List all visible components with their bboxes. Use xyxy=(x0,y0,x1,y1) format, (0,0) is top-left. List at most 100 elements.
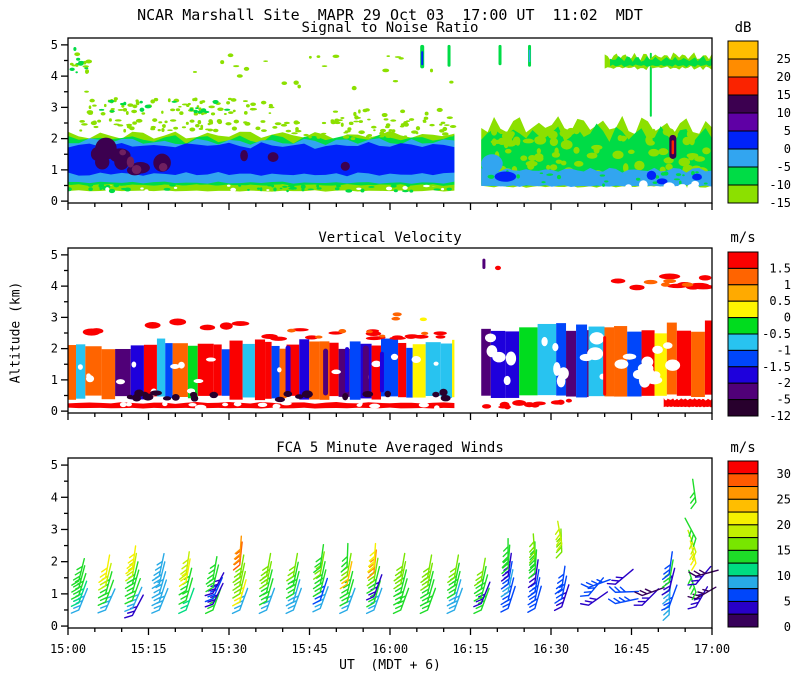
wind-barb xyxy=(312,577,329,605)
wind-barb xyxy=(579,577,605,597)
wind-barb xyxy=(473,581,491,608)
wind-barb xyxy=(634,586,665,597)
wind-barb xyxy=(633,588,660,606)
wind-barb xyxy=(689,478,697,510)
wind-barb xyxy=(178,551,190,581)
wind-barb xyxy=(232,541,243,571)
wind-barb xyxy=(473,557,486,587)
wind-barb xyxy=(528,533,536,564)
y-tick-label: 3 xyxy=(51,100,58,114)
unit-label-ms-winds: m/s xyxy=(730,440,756,456)
wind-barb xyxy=(684,517,697,547)
x-tick-label: 15:00 xyxy=(50,642,86,656)
wind-barb xyxy=(258,578,274,606)
wind-barb xyxy=(500,552,512,582)
wind-barb xyxy=(393,552,406,582)
wind-barb xyxy=(178,587,195,615)
wind-barb xyxy=(420,554,433,584)
wind-barb xyxy=(286,552,299,582)
wind-barb xyxy=(553,584,570,612)
colorbar-tick-label: 1 xyxy=(784,278,791,292)
y-tick-label: 4 xyxy=(51,69,58,83)
wind-barb xyxy=(151,587,169,614)
x-tick-label: 16:15 xyxy=(452,642,488,656)
wind-barbs xyxy=(70,478,719,621)
colorbar-tick-label: -10 xyxy=(769,178,791,192)
wind-barb xyxy=(366,557,379,587)
wind-barb xyxy=(419,579,435,607)
wind-barb xyxy=(340,542,349,573)
wind-barb xyxy=(259,552,272,582)
y-tick-label: 1 xyxy=(51,587,58,601)
figure-title: NCAR Marshall Site MAPR 29 Oct 03 17:00 … xyxy=(137,6,643,24)
wind-barb xyxy=(124,569,140,597)
colorbar-tick-label: -5 xyxy=(777,393,791,407)
panel-title-snr: Signal to Noise Ratio xyxy=(301,20,479,36)
colorbar-tick-label: 25 xyxy=(777,52,791,66)
wind-barb xyxy=(285,561,299,590)
wind-barb xyxy=(554,565,566,595)
wind-barb xyxy=(689,540,697,571)
wind-barb xyxy=(97,579,115,607)
winds-colorbar: 30 25 20 15 10 5 0 xyxy=(727,460,791,634)
colorbar-tick-label: 10 xyxy=(777,569,791,583)
wind-barb xyxy=(71,565,86,593)
wind-barb xyxy=(366,549,378,579)
wind-barb xyxy=(339,552,352,582)
colorbar-tick-label: 0 xyxy=(784,620,791,634)
colorbar-tick-label: 0.5 xyxy=(769,294,791,308)
wind-barb xyxy=(501,544,511,575)
wind-barb xyxy=(232,579,247,607)
wind-barb xyxy=(232,570,246,599)
y-tick-label: 0 xyxy=(51,404,58,418)
wind-barb xyxy=(232,535,243,566)
y-tick-label: 5 xyxy=(51,248,58,262)
wind-barb xyxy=(151,561,166,590)
wind-barb xyxy=(204,582,224,608)
wind-barb xyxy=(178,558,191,587)
colorbar-tick-label: 0 xyxy=(784,142,791,156)
y-tick-label: 2 xyxy=(51,555,58,569)
wind-barb xyxy=(312,586,329,613)
wind-barb xyxy=(607,596,639,605)
vv-colorbar: 1.5 1 0.5 0 -0.5 -1 -1.5 -2 -5 -12 xyxy=(727,251,791,423)
wind-barb xyxy=(151,552,165,582)
wind-barb xyxy=(500,560,513,590)
wind-barb xyxy=(393,578,408,606)
wind-barb xyxy=(446,562,460,591)
y-tick-label: 4 xyxy=(51,490,58,504)
colorbar-tick-label: 15 xyxy=(777,543,791,557)
wind-barb xyxy=(527,568,540,598)
wind-barb xyxy=(420,562,434,591)
wind-barb xyxy=(554,575,568,604)
wind-barb xyxy=(70,587,89,614)
wind-barb xyxy=(527,559,539,589)
colorbar-tick-label: 25 xyxy=(777,492,791,506)
x-tick-label: 15:30 xyxy=(211,642,247,656)
wind-barb xyxy=(419,587,437,615)
colorbar-tick-label: 15 xyxy=(777,88,791,102)
wind-barb xyxy=(98,562,112,591)
wind-barb xyxy=(528,549,538,579)
wind-barb xyxy=(285,579,301,607)
wind-barb xyxy=(366,580,381,608)
colorbar-tick-label: 20 xyxy=(777,70,791,84)
wind-barb xyxy=(97,588,116,614)
panel-title-winds: FCA 5 Minute Averaged Winds xyxy=(276,440,504,456)
vv-axes xyxy=(61,247,713,420)
wind-barb xyxy=(527,577,541,606)
y-tick-label: 1 xyxy=(51,163,58,177)
wind-barb xyxy=(204,587,222,615)
wind-barb xyxy=(500,585,516,613)
wind-barb xyxy=(339,561,353,590)
y-tick-label: 5 xyxy=(51,458,58,472)
wind-barb xyxy=(312,569,327,598)
wind-barb xyxy=(70,572,87,600)
snr-field xyxy=(68,44,712,196)
colorbar-tick-label: -15 xyxy=(769,196,791,210)
wind-barb xyxy=(366,566,381,594)
wind-barb xyxy=(124,577,141,605)
wind-barb xyxy=(98,554,111,584)
